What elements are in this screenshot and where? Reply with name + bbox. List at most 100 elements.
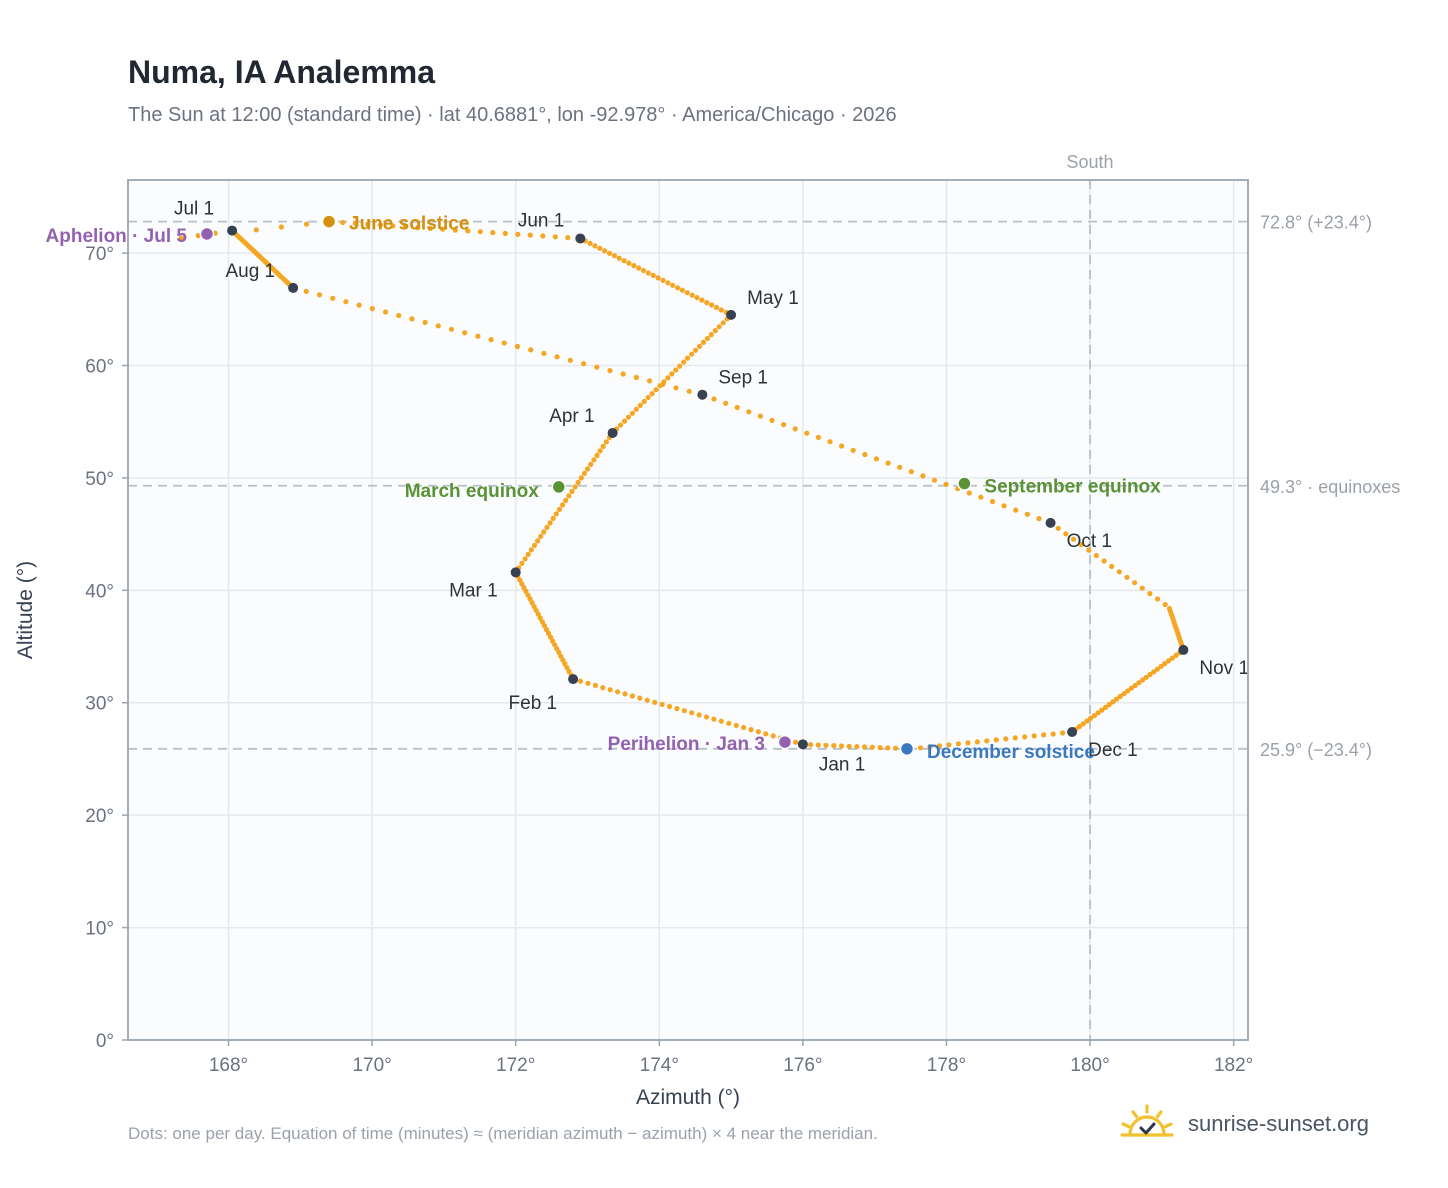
daily-sun-dot: [1165, 658, 1172, 664]
daily-sun-dot: [633, 406, 639, 412]
daily-sun-dot: [1117, 693, 1123, 700]
month-marker-label: Mar 1: [449, 580, 498, 601]
daily-sun-dot: [908, 469, 914, 475]
daily-sun-dot: [689, 710, 695, 716]
daily-sun-dot: [475, 333, 481, 339]
month-marker-dot: [227, 225, 238, 236]
daily-sun-dot: [746, 409, 752, 415]
y-tick-label: 30°: [85, 694, 114, 715]
daily-sun-dot: [755, 729, 762, 735]
daily-sun-dot: [757, 413, 764, 419]
daily-sun-dot: [673, 367, 679, 373]
daily-sun-dot: [700, 339, 707, 345]
daily-sun-dot: [550, 515, 556, 522]
daily-sun-dot: [675, 285, 681, 291]
daily-sun-dot: [606, 250, 613, 256]
daily-sun-dot: [390, 223, 396, 229]
daily-sun-dot: [352, 220, 358, 226]
daily-sun-dot: [527, 232, 533, 238]
daily-sun-dot: [689, 351, 695, 357]
daily-sun-dot: [1143, 674, 1149, 680]
event-marker-dot: [551, 479, 567, 495]
daily-sun-dot: [1140, 677, 1146, 683]
daily-sun-dot: [1121, 691, 1127, 697]
daily-sun-dot: [877, 745, 883, 751]
daily-sun-dot: [720, 320, 726, 326]
daily-sun-dot: [565, 235, 571, 241]
month-marker-label: Dec 1: [1088, 740, 1138, 761]
daily-sun-dot: [1132, 580, 1138, 586]
daily-sun-dot: [575, 479, 581, 485]
daily-sun-dot: [1088, 715, 1094, 721]
daily-sun-dot: [528, 547, 534, 553]
daily-sun-dot: [535, 611, 541, 617]
month-marker-dot: [1045, 517, 1056, 528]
daily-sun-dot: [552, 642, 558, 648]
daily-sun-dot: [704, 335, 711, 342]
daily-sun-dot: [804, 430, 810, 436]
daily-sun-dot: [377, 222, 383, 228]
daily-sun-dot: [340, 219, 346, 226]
daily-sun-dot: [490, 230, 496, 236]
daily-sun-dot: [1013, 507, 1019, 513]
daily-sun-dot: [815, 434, 822, 440]
daily-sun-dot: [629, 693, 636, 699]
daily-sun-dot: [440, 226, 446, 232]
daily-sun-dot: [1110, 699, 1116, 705]
x-tick-label: 168°: [209, 1055, 248, 1076]
brand-logo[interactable]: sunrise-sunset.org: [1120, 1100, 1369, 1148]
daily-sun-dot: [1114, 696, 1120, 702]
daily-sun-dot: [1036, 516, 1042, 522]
daily-sun-dot: [1162, 601, 1168, 608]
event-marker-dot: [321, 214, 337, 229]
daily-sun-dot: [718, 307, 724, 313]
daily-sun-dot: [253, 227, 259, 233]
daily-sun-dot: [726, 720, 732, 726]
daily-sun-dot: [581, 470, 588, 476]
daily-sun-dot: [1050, 731, 1056, 737]
daily-sun-dot: [965, 740, 971, 746]
daily-sun-dot: [1101, 558, 1107, 564]
daily-sun-dot: [666, 703, 673, 710]
daily-sun-dot: [585, 680, 591, 686]
daily-sun-dot: [554, 354, 560, 360]
daily-sun-dot: [1116, 569, 1122, 575]
daily-sun-dot: [1139, 585, 1145, 591]
daily-sun-dot: [539, 619, 546, 625]
daily-sun-dot: [611, 253, 618, 259]
daily-sun-dot: [528, 347, 534, 353]
daily-sun-dot: [827, 439, 833, 445]
daily-sun-dot: [521, 585, 527, 591]
event-marker-label: September equinox: [984, 477, 1161, 498]
daily-sun-dot: [1162, 661, 1168, 667]
daily-sun-dot: [519, 560, 525, 566]
daily-sun-dot: [587, 240, 593, 246]
daily-sun-dot: [733, 722, 739, 729]
daily-sun-dot: [600, 443, 606, 449]
daily-sun-dot: [966, 490, 972, 496]
daily-sun-dot: [1078, 542, 1084, 548]
daily-sun-dot: [1099, 707, 1105, 713]
daily-sun-dot: [581, 361, 587, 367]
daily-sun-dot: [673, 385, 679, 391]
daily-sun-dot: [718, 718, 724, 724]
daily-sun-dot: [303, 221, 310, 227]
daily-sun-dot: [607, 368, 613, 374]
x-tick-label: 176°: [783, 1055, 822, 1076]
daily-sun-dot: [452, 227, 458, 233]
daily-sun-dot: [699, 297, 705, 303]
daily-sun-dot: [488, 337, 494, 343]
daily-sun-dot: [538, 533, 544, 540]
month-marker-label: Feb 1: [509, 693, 558, 714]
x-tick-label: 174°: [640, 1055, 679, 1076]
daily-sun-dot: [577, 678, 584, 684]
month-marker-label: Nov 1: [1199, 658, 1249, 679]
y-tick-label: 40°: [85, 581, 114, 602]
y-tick-label: 0°: [96, 1031, 114, 1052]
daily-sun-dot: [665, 280, 671, 286]
chart-subtitle: The Sun at 12:00 (standard time) · lat 4…: [128, 104, 897, 126]
month-marker-dot: [568, 674, 579, 685]
daily-sun-dot: [1063, 531, 1069, 537]
daily-sun-dot: [303, 288, 309, 294]
